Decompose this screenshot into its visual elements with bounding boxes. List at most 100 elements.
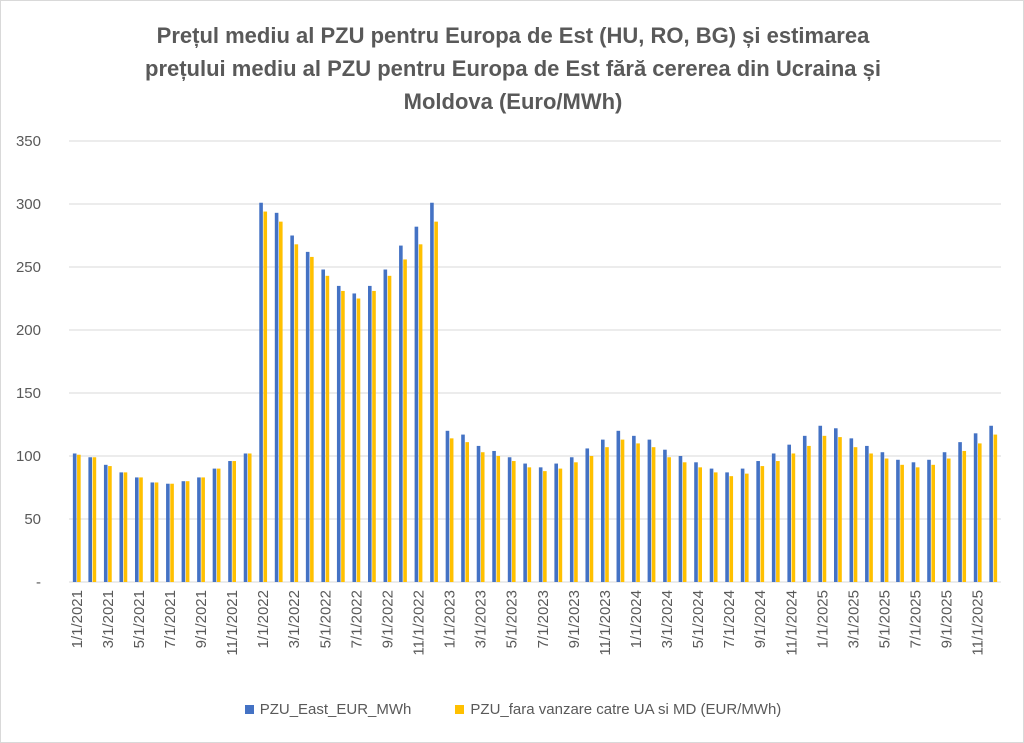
bar-series-2: [869, 453, 873, 582]
bar-series-2: [480, 452, 485, 582]
bar-series-1: [709, 468, 714, 582]
legend-swatch-series-1: [244, 705, 254, 714]
x-tick-label: 7/1/2025: [908, 590, 925, 648]
bar-series-2: [92, 457, 97, 582]
bar-series-1: [150, 482, 155, 582]
bar-series-2: [310, 256, 314, 582]
legend-item-series-2: PZU_fara vanzare catre UA si MD (EUR/MWh…: [455, 701, 781, 718]
bar-series-1: [72, 453, 77, 582]
bar-series-1: [865, 445, 869, 582]
bar-series-2: [776, 461, 780, 582]
x-tick-label: 5/1/2022: [317, 590, 334, 648]
bar-series-1: [569, 457, 574, 582]
bar-series-1: [787, 444, 791, 582]
bar-series-2: [729, 476, 734, 582]
bar-series-1: [461, 434, 465, 582]
bar-series-1: [958, 442, 962, 582]
bar-series-2: [558, 468, 563, 582]
y-tick-label: 350: [16, 133, 41, 150]
bar-series-1: [601, 439, 605, 582]
bar-series-1: [663, 449, 667, 582]
bar-series-1: [336, 285, 341, 582]
bar-series-1: [632, 435, 636, 582]
bar-series-2: [713, 472, 718, 582]
bar-series-1: [290, 235, 294, 582]
x-tick-label: 9/1/2025: [939, 590, 956, 648]
x-tick-label: 3/1/2023: [473, 590, 490, 648]
bar-series-1: [321, 269, 325, 582]
bar-series-2: [465, 442, 469, 582]
bar-series-2: [341, 290, 345, 582]
bar-series-1: [694, 462, 698, 582]
x-tick-label: 1/1/2022: [255, 590, 272, 648]
bar-series-2: [698, 467, 702, 582]
x-tick-label: 3/1/2024: [659, 590, 676, 648]
bar-series-1: [942, 452, 947, 582]
bar-series-2: [884, 458, 889, 582]
x-tick-label: 5/1/2023: [504, 590, 521, 648]
bar-series-2: [496, 456, 501, 582]
x-tick-label: 9/1/2021: [193, 590, 210, 648]
bar-series-1: [119, 472, 124, 582]
x-tick-label: 1/1/2023: [442, 590, 459, 648]
bar-series-2: [403, 259, 407, 582]
bar-series-1: [228, 461, 232, 582]
bar-series-2: [853, 447, 858, 582]
y-tick-label: 50: [24, 511, 41, 528]
y-tick-label: 100: [16, 448, 41, 465]
chart-title-line-2: prețului mediu al PZU pentru Europa de E…: [145, 56, 881, 81]
bar-series-1: [197, 477, 201, 582]
y-tick-label: 250: [16, 259, 41, 276]
bar-series-2: [372, 290, 376, 582]
x-tick-label: 9/1/2024: [752, 590, 769, 648]
bar-series-2: [263, 211, 268, 582]
bar-series-1: [834, 428, 838, 582]
bar-series-1: [771, 453, 776, 582]
bar-series-1: [678, 456, 683, 582]
bar-series-1: [616, 430, 621, 582]
bar-series-2: [667, 457, 671, 582]
bar-series-1: [647, 439, 652, 582]
bar-series-1: [305, 251, 310, 582]
bar-series-1: [368, 285, 372, 582]
bar-series-2: [791, 453, 796, 582]
chart-title-line-1: Prețul mediu al PZU pentru Europa de Est…: [156, 23, 870, 48]
bar-series-2: [651, 447, 656, 582]
legend-label-series-2: PZU_fara vanzare catre UA si MD (EUR/MWh…: [470, 701, 782, 718]
y-tick-label: 300: [16, 196, 41, 213]
x-tick-label: 1/1/2021: [69, 590, 86, 648]
bar-series-1: [166, 483, 170, 582]
x-tick-label: 7/1/2021: [162, 590, 179, 648]
bar-series-2: [356, 298, 361, 582]
bar-series-2: [915, 467, 920, 582]
bar-series-1: [756, 461, 760, 582]
bar-series-1: [554, 463, 558, 582]
bar-series-2: [682, 462, 687, 582]
legend: PZU_East_EUR_MWh PZU_fara vanzare catre …: [1, 701, 1024, 718]
bar-series-1: [585, 448, 590, 582]
x-tick-label: 11/1/2021: [224, 590, 241, 656]
bar-series-1: [212, 468, 217, 582]
bar-series-2: [620, 439, 625, 582]
y-tick-label: 150: [16, 385, 41, 402]
y-tick-label: -: [36, 574, 41, 591]
bar-series-2: [605, 447, 609, 582]
bar-series-2: [962, 450, 967, 582]
legend-item-series-1: PZU_East_EUR_MWh: [244, 701, 412, 718]
x-tick-label: 7/1/2023: [535, 590, 552, 648]
bar-series-2: [418, 244, 423, 582]
x-tick-label: 3/1/2021: [100, 590, 117, 648]
bar-series-2: [978, 443, 982, 582]
legend-label-series-1: PZU_East_EUR_MWh: [259, 701, 412, 718]
bar-series-1: [103, 464, 108, 582]
bar-series-2: [279, 221, 283, 582]
x-tick-label: 5/1/2021: [131, 590, 148, 648]
chart-title: Prețul mediu al PZU pentru Europa de Est…: [1, 19, 1024, 118]
bar-series-2: [946, 458, 951, 582]
y-tick-label: 200: [16, 322, 41, 339]
bar-series-2: [636, 443, 640, 582]
legend-swatch-series-2: [455, 705, 465, 714]
x-tick-label: 3/1/2025: [845, 590, 862, 648]
x-tick-label: 3/1/2022: [286, 590, 303, 648]
bar-series-1: [445, 430, 450, 582]
